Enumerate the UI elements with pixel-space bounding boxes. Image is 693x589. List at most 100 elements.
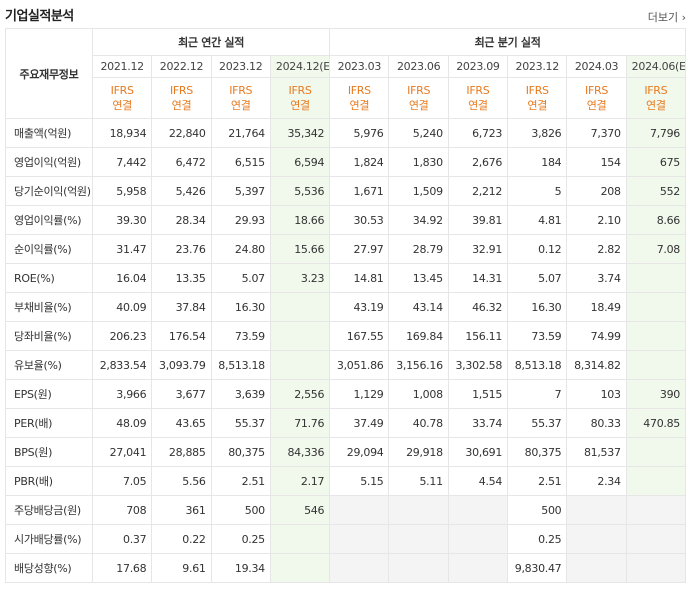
value-cell: 470.85 [625,408,687,438]
value-cell: 13.45 [388,263,449,293]
value-cell: 2,212 [447,176,509,206]
value-cell: 0.12 [507,234,568,264]
value-cell: 39.30 [91,205,153,235]
data-row: 당좌비율(%) 206.23 176.54 73.59 167.55 169.84 156.… [5,321,687,351]
value-cell: 40.09 [91,292,153,322]
value-cell: 13.35 [151,263,212,293]
value-cell [625,292,687,322]
value-cell [447,495,509,525]
value-cell: 43.19 [329,292,390,322]
value-cell: 19.34 [210,553,271,583]
scope: 연결 [171,99,192,112]
standard: IFRS [407,84,431,97]
value-cell: 1,671 [329,176,390,206]
value-cell: 30.53 [329,205,390,235]
value-cell: 6,515 [210,147,271,177]
value-cell: 361 [151,495,212,525]
value-cell: 22,840 [151,118,212,148]
value-cell: 7,442 [91,147,153,177]
value-cell: 27,041 [91,437,153,467]
value-cell: 3,302.58 [447,350,509,380]
value-cell: 154 [566,147,627,177]
value-cell: 3,093.79 [151,350,212,380]
value-cell [269,524,331,554]
more-link[interactable]: 더보기 › [647,11,686,24]
value-cell: 3,966 [91,379,153,409]
row-label: ROE(%) [5,263,93,293]
value-cell: 15.66 [269,234,331,264]
data-row: 주당배당금(원) 708 361 500 546 500 [5,495,687,525]
row-label: PBR(배) [5,466,93,496]
value-cell: 1,515 [447,379,509,409]
value-cell [625,495,687,525]
scope: 연결 [408,99,429,112]
value-cell [269,292,331,322]
more-label[interactable]: 더보기 [647,11,679,24]
value-cell: 16.30 [210,292,271,322]
standard-cell: IFRS 연결 [210,77,271,119]
value-cell: 208 [566,176,627,206]
standard-cell: IFRS 연결 [447,77,509,119]
row-label: 부채비율(%) [5,292,93,322]
data-row: 시가배당률(%) 0.37 0.22 0.25 0.25 [5,524,687,554]
value-cell: 39.81 [447,205,509,235]
value-cell: 14.31 [447,263,509,293]
value-cell: 34.92 [388,205,449,235]
value-cell: 6,472 [151,147,212,177]
table-head: 주요재무정보 최근 연간 실적 최근 분기 실적 2021.12 2022.12 2023… [5,28,687,119]
group-header: 최근 분기 실적 [329,28,686,56]
value-cell [625,263,687,293]
value-cell [625,437,687,467]
value-cell: 18.66 [269,205,331,235]
value-cell [566,524,627,554]
value-cell [329,495,390,525]
value-cell: 3,677 [151,379,212,409]
value-cell: 156.11 [447,321,509,351]
value-cell: 2,556 [269,379,331,409]
value-cell: 7,796 [625,118,687,148]
value-cell: 5,958 [91,176,153,206]
value-cell: 390 [625,379,687,409]
value-cell: 4.54 [447,466,509,496]
value-cell: 2.51 [507,466,568,496]
data-row: ROE(%) 16.04 13.35 5.07 3.23 14.81 13.45 14.31 5… [5,263,687,293]
value-cell: 8,513.18 [210,350,271,380]
value-cell: 33.74 [447,408,509,438]
value-cell: 48.09 [91,408,153,438]
scope: 연결 [230,99,251,112]
value-cell: 8.66 [625,205,687,235]
standard-cell: IFRS 연결 [269,77,331,119]
row-label: 배당성향(%) [5,553,93,583]
value-cell: 24.80 [210,234,271,264]
standard-cell: IFRS 연결 [151,77,212,119]
row-label: 시가배당률(%) [5,524,93,554]
value-cell: 1,830 [388,147,449,177]
value-cell: 55.37 [507,408,568,438]
value-cell: 28.79 [388,234,449,264]
value-cell: 80,375 [507,437,568,467]
value-cell [388,553,449,583]
value-cell: 43.65 [151,408,212,438]
value-cell: 546 [269,495,331,525]
value-cell: 6,723 [447,118,509,148]
value-cell: 7,370 [566,118,627,148]
value-cell [625,466,687,496]
value-cell: 55.37 [210,408,271,438]
standard-row: IFRS 연결 IFRS 연결 IFRS 연결 IFRS 연결 IFRS 연결 IFRS 연결 IFRS… [6,77,687,119]
value-cell: 0.22 [151,524,212,554]
value-cell: 3.74 [566,263,627,293]
value-cell: 2.10 [566,205,627,235]
standard-cell: IFRS 연결 [625,77,687,119]
value-cell: 3,156.16 [388,350,449,380]
value-cell [447,553,509,583]
value-cell [269,321,331,351]
financial-table: 주요재무정보 최근 연간 실적 최근 분기 실적 2021.12 2022.12 2023… [5,28,687,583]
value-cell: 0.25 [507,524,568,554]
value-cell [566,553,627,583]
value-cell [388,524,449,554]
value-cell: 73.59 [507,321,568,351]
group-header: 최근 연간 실적 [91,28,331,56]
value-cell: 0.25 [210,524,271,554]
value-cell: 3,826 [507,118,568,148]
value-cell: 43.14 [388,292,449,322]
